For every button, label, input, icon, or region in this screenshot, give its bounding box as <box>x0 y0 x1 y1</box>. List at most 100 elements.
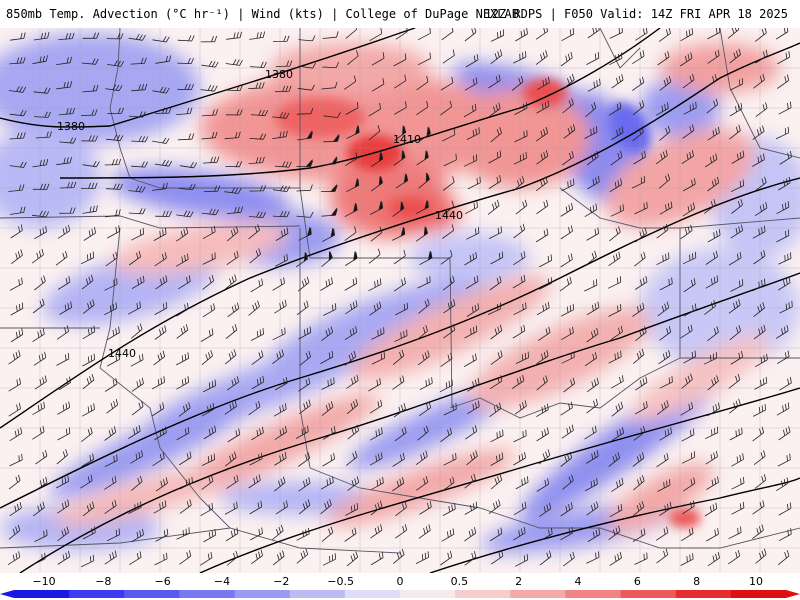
wind-barbs <box>7 28 793 568</box>
wind-barb <box>632 452 645 467</box>
wind-barb <box>418 298 430 314</box>
color-scale-tick: 10 <box>749 575 763 588</box>
wind-barb <box>515 476 529 490</box>
wind-barb <box>561 424 574 439</box>
wind-barb <box>371 327 385 340</box>
color-scale-block <box>565 590 621 598</box>
wind-barb <box>752 426 765 442</box>
wind-barb <box>370 551 384 566</box>
wind-barb <box>393 53 407 67</box>
wind-barb <box>417 52 431 66</box>
wind-barb <box>490 324 503 340</box>
color-scale-block <box>510 590 566 598</box>
wind-barb <box>298 377 311 392</box>
wind-barb <box>778 176 791 191</box>
wind-barb <box>393 74 407 89</box>
wind-barb <box>154 107 172 114</box>
wind-barb <box>227 428 241 443</box>
wind-barb <box>729 48 741 64</box>
wind-barb <box>632 100 645 116</box>
wind-barb <box>272 524 284 540</box>
wind-barb <box>563 73 575 90</box>
wind-barb-pennant <box>425 172 430 183</box>
wind-barb <box>707 176 720 192</box>
wind-barb <box>395 501 407 517</box>
wind-barb <box>9 32 26 41</box>
wind-barb-pennant <box>332 134 340 142</box>
wind-barb <box>754 202 768 217</box>
wind-barb <box>226 84 243 91</box>
wind-barb <box>35 450 48 465</box>
contour-labels: 1380 1380 1410 1440 1440 <box>57 68 463 360</box>
wind-barb <box>466 303 480 317</box>
wind-barb <box>442 200 455 216</box>
color-scale-arrow <box>0 590 14 598</box>
wind-barb <box>57 401 70 415</box>
wind-barb-pennant <box>354 125 360 135</box>
wind-barb <box>154 252 167 267</box>
wind-barb <box>34 529 48 542</box>
wind-barb <box>34 375 47 390</box>
wind-barb <box>608 304 622 317</box>
wind-barb <box>683 101 697 115</box>
wind-barb <box>609 52 623 66</box>
wind-barb <box>488 175 502 189</box>
wind-barb <box>179 499 192 514</box>
wind-barb <box>178 451 192 466</box>
wind-barb <box>587 28 600 39</box>
wind-barb <box>227 302 240 318</box>
color-scale-tick: −6 <box>154 575 171 588</box>
wind-barb <box>82 403 95 417</box>
wind-barb <box>8 184 25 192</box>
weather-map[interactable]: 1380 1380 1410 1440 1440 <box>0 28 800 573</box>
wind-barb <box>296 107 314 115</box>
wind-barb <box>633 150 646 165</box>
wind-barb <box>202 303 216 318</box>
color-scale-block <box>179 590 235 598</box>
wind-barb <box>561 178 575 192</box>
wind-barb <box>659 427 672 441</box>
wind-barb <box>682 124 695 139</box>
wind-barb <box>80 554 95 568</box>
wind-barb <box>584 478 598 492</box>
wind-barb <box>659 201 673 215</box>
wind-barb-pennant <box>330 184 338 192</box>
wind-barb <box>154 325 167 340</box>
wind-barb <box>464 251 477 266</box>
wind-barb <box>320 277 333 291</box>
wind-barb <box>56 56 72 65</box>
wind-barb <box>345 101 359 115</box>
wind-barb <box>633 251 646 267</box>
wind-barb <box>203 425 217 440</box>
wind-barb <box>488 102 501 118</box>
wind-barb <box>226 250 239 266</box>
wind-barb <box>57 427 71 441</box>
contour-1440 <box>0 42 800 429</box>
wind-barb <box>104 550 117 565</box>
contour-label: 1380 <box>265 68 293 81</box>
wind-barb <box>106 33 124 40</box>
wind-barb <box>464 77 478 91</box>
wind-barb <box>82 353 96 367</box>
wind-barb <box>632 50 645 65</box>
wind-barb <box>128 34 146 41</box>
wind-barb <box>371 78 385 92</box>
wind-barb <box>464 501 478 515</box>
wind-barb <box>58 107 75 116</box>
wind-barb <box>345 28 357 39</box>
wind-barb <box>464 201 478 215</box>
wind-barb <box>730 224 743 239</box>
wind-barb <box>106 183 123 190</box>
wind-barb <box>81 274 94 290</box>
wind-barb <box>683 350 696 364</box>
wind-barb <box>298 35 316 42</box>
wind-barb <box>778 252 792 265</box>
wind-barb <box>251 328 264 341</box>
contour-label: 1440 <box>108 347 136 360</box>
wind-barb <box>561 326 574 341</box>
wind-barb <box>658 28 671 42</box>
wind-barb-pennant <box>330 207 338 216</box>
wind-barb <box>369 427 383 441</box>
wind-barb-pennant <box>400 227 406 237</box>
wind-barb <box>514 400 527 415</box>
